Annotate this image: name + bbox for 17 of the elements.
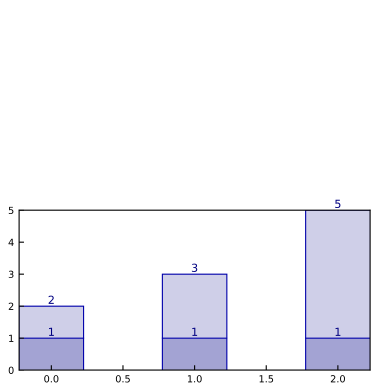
data-label: 1 bbox=[49, 328, 54, 336]
x-tick-label: 0.0 bbox=[44, 375, 58, 382]
y-tick-label: 0 bbox=[8, 366, 14, 374]
x-tick-label: 1.5 bbox=[260, 375, 274, 382]
y-tick-label: 1 bbox=[9, 334, 14, 342]
x-tick-label: 1.0 bbox=[188, 375, 202, 382]
total-label: 5 bbox=[335, 200, 340, 208]
data-label: 1 bbox=[192, 328, 198, 336]
data-label: 1 bbox=[336, 328, 340, 336]
y-tick-label: 3 bbox=[8, 270, 14, 278]
y-tick-label: 5 bbox=[8, 206, 14, 214]
total-label: 2 bbox=[48, 296, 54, 304]
x-tick-label: 2.0 bbox=[330, 375, 345, 382]
total-label: 3 bbox=[192, 264, 198, 272]
y-tick-label: 4 bbox=[8, 238, 14, 246]
x-tick-label: 0.5 bbox=[116, 375, 130, 382]
y-tick-label: 2 bbox=[8, 302, 14, 310]
